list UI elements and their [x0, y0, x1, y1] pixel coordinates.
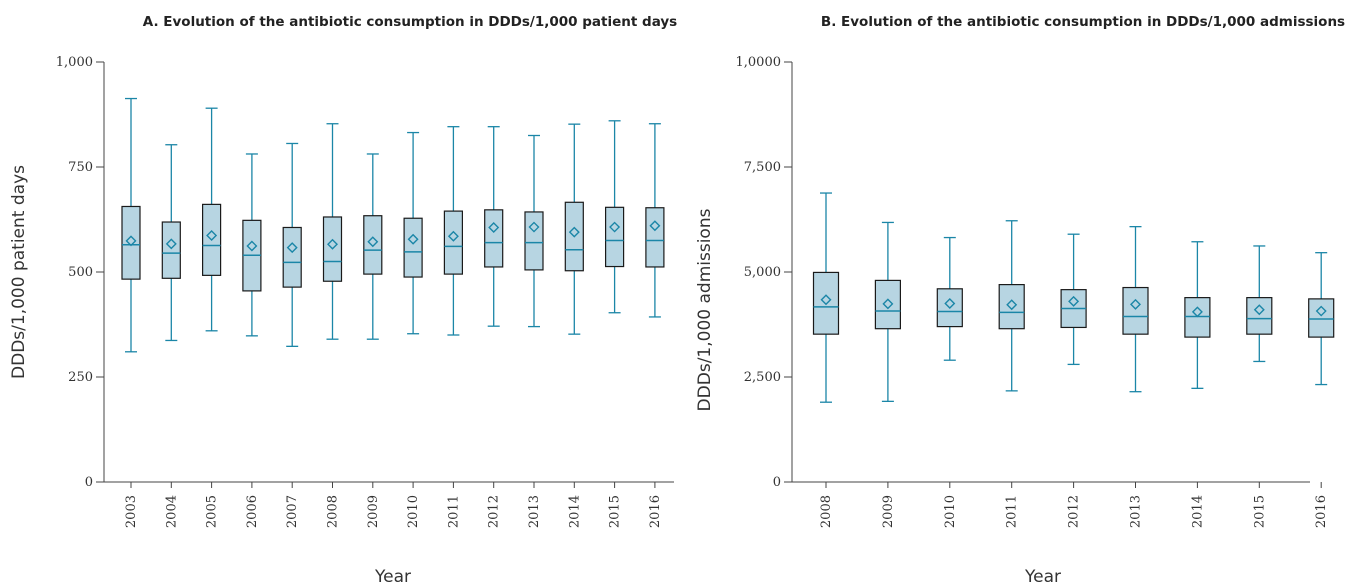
box-b — [1308, 298, 1335, 338]
mean-marker-a — [206, 229, 218, 241]
y-tick-label-b: 7,500 — [744, 160, 781, 175]
y-tick-label-b: 2,500 — [744, 370, 781, 385]
y-tick-label-b: 5,000 — [744, 265, 781, 280]
mean-marker-b — [882, 298, 894, 310]
mean-marker-a — [447, 230, 459, 242]
chart-a-xlabel: Year — [374, 567, 411, 587]
mean-marker-a — [649, 220, 661, 232]
panel-a: A. Evolution of the antibiotic consumpti… — [9, 14, 677, 587]
box-a — [363, 215, 383, 275]
mean-marker-b — [1315, 305, 1327, 317]
mean-marker-a — [165, 238, 177, 250]
box-b — [1122, 286, 1149, 335]
box-a — [484, 209, 504, 268]
y-tick-label-a: 0 — [85, 475, 93, 490]
y-tick-label-a: 750 — [68, 160, 93, 175]
mean-marker-b — [1130, 298, 1141, 310]
y-tick-label-b: 0 — [773, 475, 781, 490]
mean-marker-a — [246, 240, 258, 252]
mean-marker-a — [568, 226, 580, 238]
x-tick-label-a: 2006 — [245, 495, 260, 528]
mean-marker-b — [1253, 304, 1265, 316]
box-a — [524, 211, 544, 271]
mean-marker-a — [286, 242, 298, 254]
chart-b-ylabel: DDDs/1,000 admissions — [695, 208, 715, 411]
box-a — [121, 205, 141, 280]
x-tick-label-a: 2013 — [527, 495, 542, 528]
mean-marker-a — [327, 238, 338, 250]
box-a — [282, 226, 302, 288]
x-tick-label-a: 2010 — [406, 495, 421, 528]
x-tick-label-a: 2009 — [366, 495, 381, 528]
x-tick-label-a: 2016 — [648, 495, 663, 528]
y-tick-label-a: 250 — [68, 370, 93, 385]
x-tick-label-a: 2003 — [124, 495, 139, 528]
x-tick-label-a: 2012 — [487, 495, 502, 528]
x-tick-label-b: 2013 — [1129, 495, 1144, 528]
box-a — [604, 206, 625, 268]
mean-marker-a — [609, 221, 621, 233]
x-tick-label-a: 2004 — [164, 495, 179, 528]
box-a — [403, 217, 423, 278]
y-tick-label-a: 500 — [68, 265, 93, 280]
mean-marker-a — [125, 235, 137, 247]
mean-marker-b — [1191, 306, 1203, 318]
x-tick-label-b: 2012 — [1067, 495, 1082, 528]
mean-marker-a — [367, 236, 379, 248]
mean-marker-b — [1068, 295, 1080, 307]
box-a — [161, 221, 181, 279]
x-tick-label-b: 2014 — [1190, 495, 1205, 528]
chart-b-title: B. Evolution of the antibiotic consumpti… — [821, 14, 1345, 30]
box-a — [443, 210, 463, 275]
x-tick-label-b: 2011 — [1005, 495, 1020, 528]
mean-marker-b — [820, 294, 832, 306]
box-b — [874, 279, 902, 330]
x-tick-label-b: 2009 — [881, 495, 896, 528]
mean-marker-a — [407, 233, 419, 245]
box-a — [645, 207, 665, 268]
box-b — [998, 284, 1025, 330]
chart-b-xlabel: Year — [1024, 567, 1061, 587]
x-tick-label-b: 2010 — [943, 495, 958, 528]
x-tick-label-a: 2008 — [326, 495, 341, 528]
chart-a-plot: 0 250 500 750 1,000 2003 2004 2005 2006 2007 2008 2… — [56, 55, 674, 528]
mean-marker-b — [1006, 299, 1018, 311]
chart-b-plot: 0 2,500 5,000 7,500 1,0000 2008 2009 2010 2011 20… — [736, 55, 1335, 528]
x-tick-label-b: 2015 — [1252, 495, 1267, 528]
x-tick-label-b: 2008 — [819, 495, 834, 528]
x-tick-label-a: 2015 — [608, 495, 623, 528]
mean-marker-a — [528, 221, 540, 233]
panel-b: B. Evolution of the antibiotic consumpti… — [695, 14, 1345, 587]
mean-marker-b — [944, 298, 956, 309]
y-tick-label-a: 1,000 — [56, 55, 93, 70]
mean-marker-a — [488, 221, 500, 233]
chart-a-ylabel: DDDs/1,000 patient days — [9, 165, 29, 379]
x-tick-label-b: 2016 — [1314, 495, 1329, 528]
x-tick-label-a: 2011 — [446, 495, 461, 528]
chart-a-title: A. Evolution of the antibiotic consumpti… — [143, 14, 677, 30]
x-tick-label-a: 2007 — [285, 495, 300, 528]
x-tick-label-a: 2005 — [205, 495, 220, 528]
x-tick-label-a: 2014 — [567, 495, 582, 528]
box-b — [1246, 297, 1273, 335]
y-tick-label-b: 1,0000 — [736, 55, 782, 70]
